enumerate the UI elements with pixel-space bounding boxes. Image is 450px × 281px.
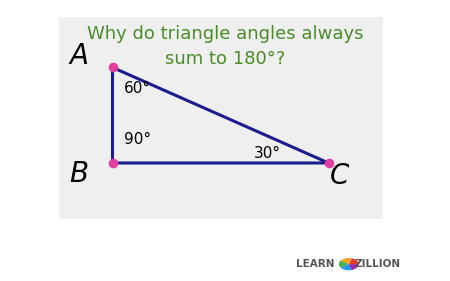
Text: 60°: 60° bbox=[124, 81, 151, 96]
Wedge shape bbox=[339, 260, 349, 268]
Text: ZILLION: ZILLION bbox=[355, 259, 401, 269]
Text: A: A bbox=[69, 42, 88, 70]
Text: sum to 180°?: sum to 180°? bbox=[165, 50, 285, 68]
Wedge shape bbox=[341, 258, 352, 264]
Wedge shape bbox=[349, 264, 359, 270]
Text: C: C bbox=[330, 162, 350, 190]
Point bbox=[109, 65, 116, 70]
Text: 30°: 30° bbox=[254, 146, 281, 161]
Text: Why do triangle angles always: Why do triangle angles always bbox=[87, 25, 363, 43]
Text: LEARN: LEARN bbox=[296, 259, 334, 269]
Point bbox=[325, 161, 332, 165]
Wedge shape bbox=[349, 258, 359, 264]
Text: 90°: 90° bbox=[124, 132, 151, 147]
Point bbox=[109, 161, 116, 165]
Wedge shape bbox=[341, 264, 352, 270]
Text: B: B bbox=[69, 160, 88, 188]
FancyBboxPatch shape bbox=[58, 17, 382, 219]
